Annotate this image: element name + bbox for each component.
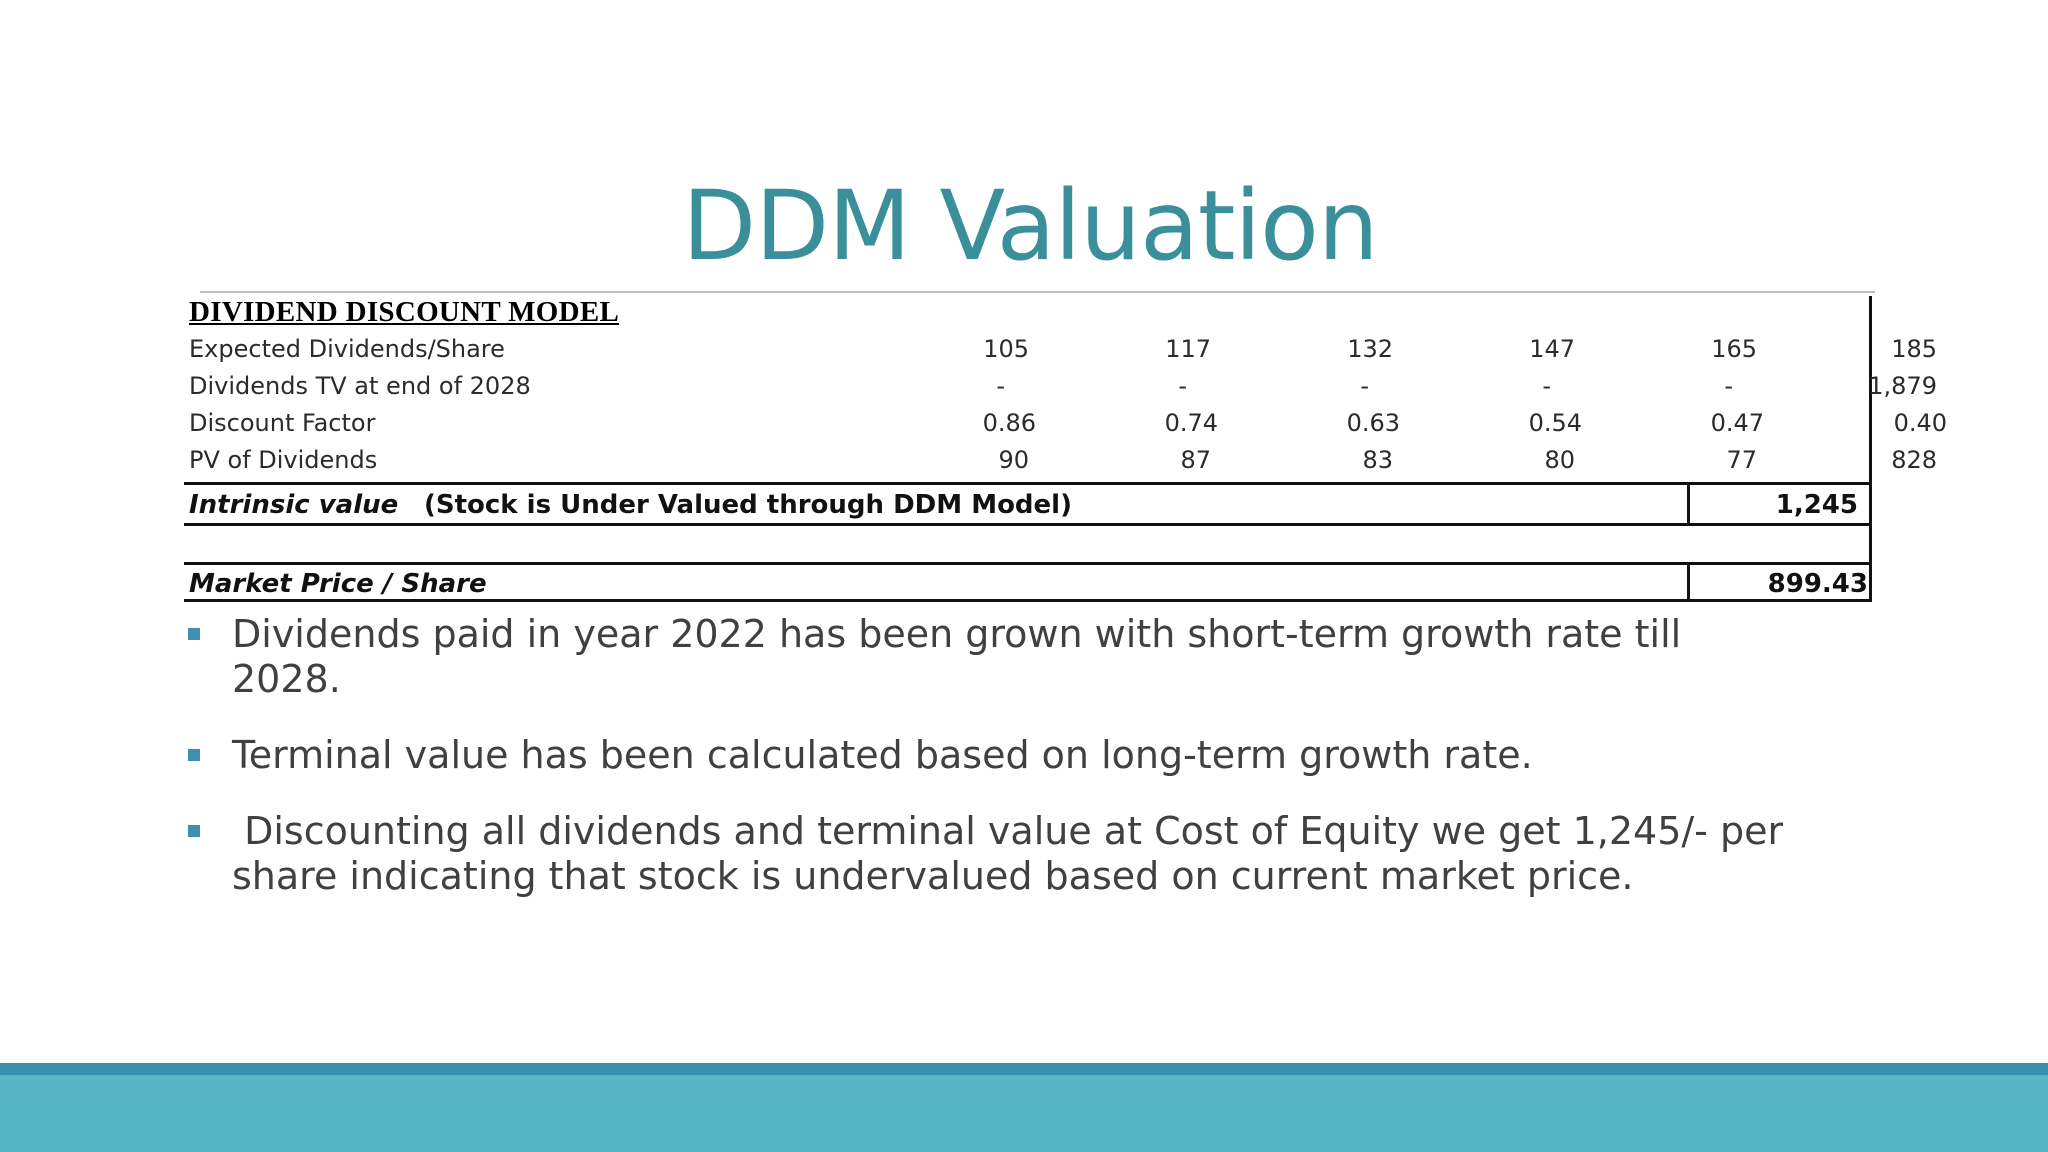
table-cell: 0.54 <box>1528 409 1582 437</box>
table-cell: 165 <box>1711 335 1757 363</box>
row-label: Discount Factor <box>189 409 376 437</box>
table-row-discount-factor: Discount Factor 0.86 0.74 0.63 0.54 0.47… <box>184 405 1947 441</box>
table-cell: 80 <box>1544 446 1575 474</box>
table-row-pv-dividends: PV of Dividends 90 87 83 80 77 828 <box>184 442 1937 478</box>
bullet-square-icon <box>188 825 200 837</box>
bullet-item: Terminal value has been calculated based… <box>186 733 1786 778</box>
table-cell: 1,879 <box>1868 372 1937 400</box>
row-label: Dividends TV at end of 2028 <box>189 372 531 400</box>
bullet-text: Discounting all dividends and terminal v… <box>232 809 1796 898</box>
table-cell: 77 <box>1726 446 1757 474</box>
bullet-list: Dividends paid in year 2022 has been gro… <box>186 612 1786 930</box>
table-cell-divider <box>1687 482 1690 524</box>
row-label: Expected Dividends/Share <box>189 335 505 363</box>
table-rule <box>184 523 1872 526</box>
title-divider <box>200 291 1875 293</box>
table-cell: 0.47 <box>1710 409 1764 437</box>
table-cell: 83 <box>1362 446 1393 474</box>
ddm-table: DIVIDEND DISCOUNT MODEL Expected Dividen… <box>184 296 1947 602</box>
table-cell: 87 <box>1180 446 1211 474</box>
table-cell-divider <box>1687 562 1690 602</box>
market-price-value: 899.43 <box>1767 569 1868 599</box>
table-cell: - <box>1360 372 1369 400</box>
table-rule <box>184 562 1872 565</box>
table-cell: 147 <box>1529 335 1575 363</box>
table-cell: 0.86 <box>982 409 1036 437</box>
table-right-border <box>1869 296 1872 602</box>
table-cell: 132 <box>1347 335 1393 363</box>
table-cell: 90 <box>998 446 1029 474</box>
table-cell: - <box>996 372 1005 400</box>
table-row-dividends-tv: Dividends TV at end of 2028 - - - - - 1,… <box>184 368 1937 404</box>
row-label: PV of Dividends <box>189 446 378 474</box>
table-cell: - <box>1724 372 1733 400</box>
table-heading: DIVIDEND DISCOUNT MODEL <box>189 296 620 328</box>
slide-title: DDM Valuation <box>682 170 1378 282</box>
table-rule <box>184 482 1872 485</box>
table-cell: 0.63 <box>1346 409 1400 437</box>
bullet-text: Dividends paid in year 2022 has been gro… <box>232 612 1682 701</box>
intrinsic-value-label: Intrinsic value <box>189 490 399 520</box>
table-cell: 0.40 <box>1893 409 1947 437</box>
table-cell: 0.74 <box>1164 409 1218 437</box>
table-cell: - <box>1178 372 1187 400</box>
table-cell: - <box>1542 372 1551 400</box>
table-cell: 117 <box>1165 335 1211 363</box>
footer-band <box>0 1063 2048 1152</box>
bullet-square-icon <box>188 628 200 640</box>
valuation-note: (Stock is Under Valued through DDM Model… <box>424 490 1072 520</box>
table-cell: 828 <box>1891 446 1937 474</box>
bullet-text: Terminal value has been calculated based… <box>232 733 1533 777</box>
table-cell: 105 <box>983 335 1029 363</box>
table-cell: 185 <box>1891 335 1937 363</box>
bullet-item: Dividends paid in year 2022 has been gro… <box>186 612 1786 702</box>
intrinsic-value: 1,245 <box>1775 490 1858 520</box>
table-rule <box>184 599 1872 602</box>
bullet-item: Discounting all dividends and terminal v… <box>186 809 1786 899</box>
footer-stripe <box>0 1063 2048 1075</box>
table-row-expected-dividends: Expected Dividends/Share 105 117 132 147… <box>184 331 1937 367</box>
market-price-label: Market Price / Share <box>189 569 487 599</box>
bullet-square-icon <box>188 749 200 761</box>
